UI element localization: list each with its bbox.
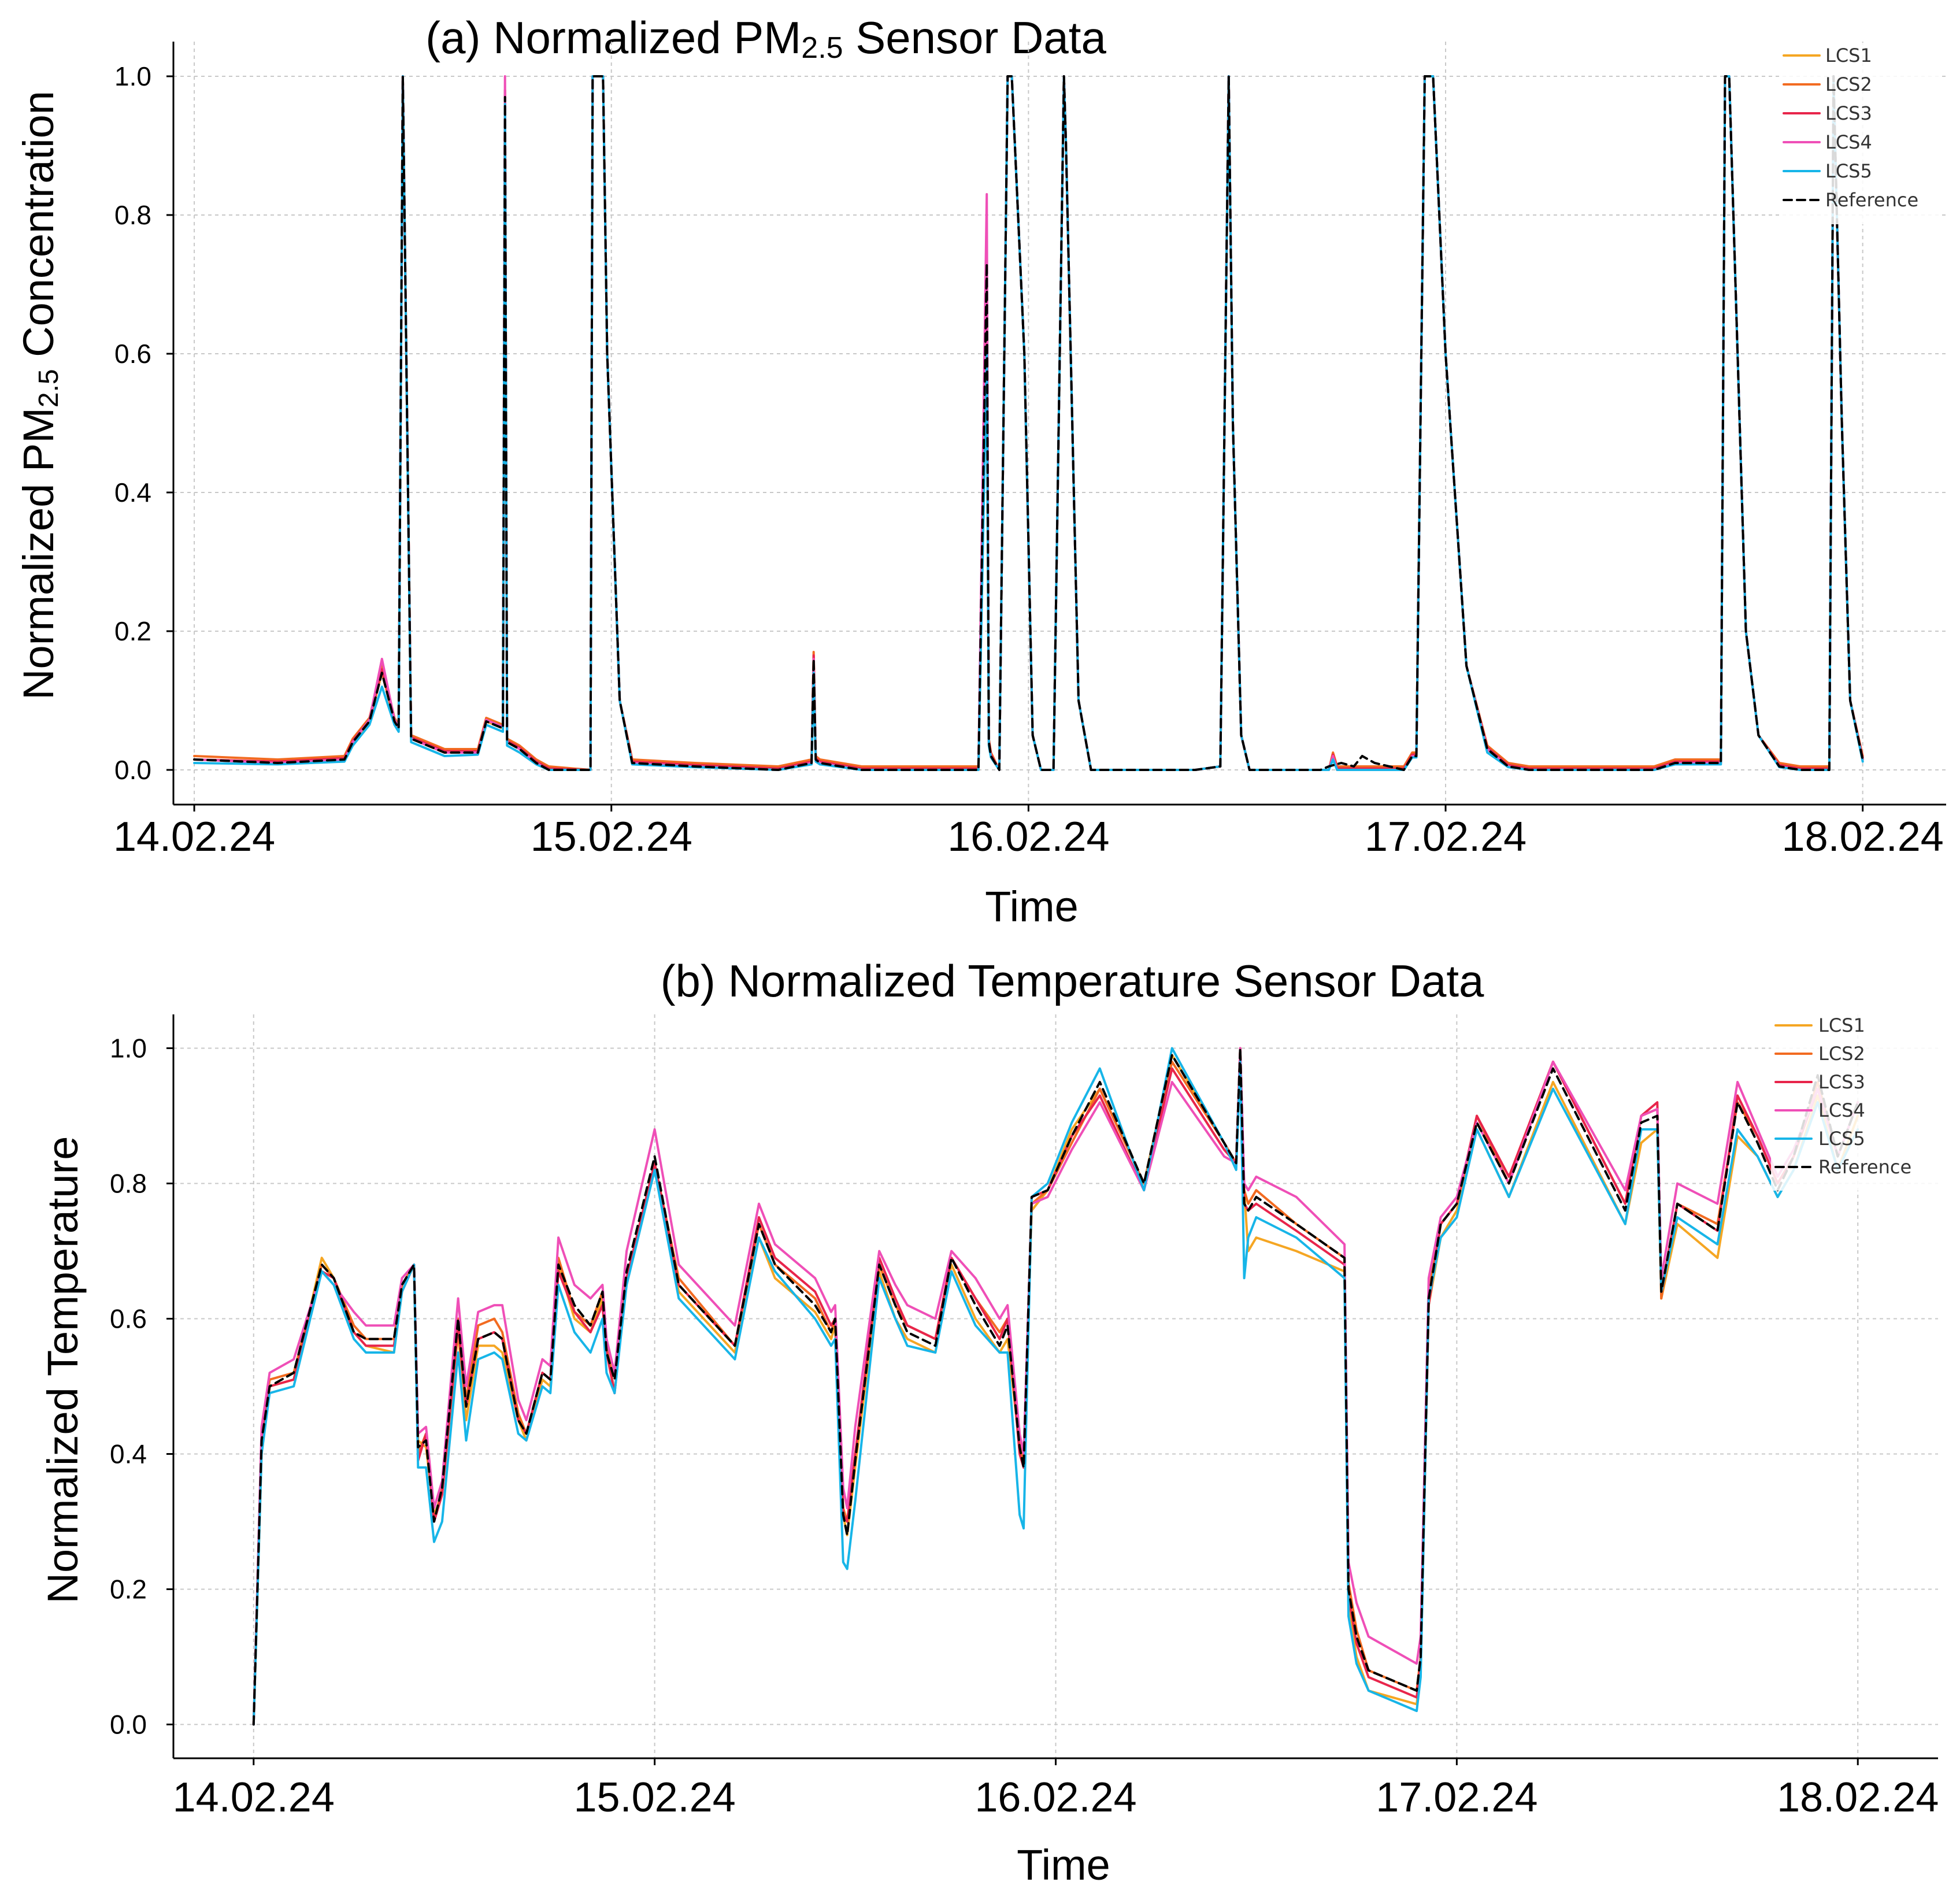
temperature-ytick-label: 0.8 xyxy=(110,1169,147,1199)
temperature-ytick-label: 0.4 xyxy=(110,1439,147,1469)
pm25-legend-label-lcs4: LCS4 xyxy=(1825,131,1872,153)
pm25-title-suffix: Sensor Data xyxy=(843,12,1107,63)
pm25-legend-label-reference: Reference xyxy=(1825,189,1918,211)
temperature-series xyxy=(252,1047,1859,1726)
temperature-ytick-label: 0.6 xyxy=(110,1304,147,1334)
temperature-legend-box xyxy=(1771,1013,1939,1191)
pm25-xtick-label: 14.02.24 xyxy=(113,814,275,860)
temperature-ytick-label: 0.2 xyxy=(110,1574,147,1605)
pm25-ylabel-prefix: Normalized PM xyxy=(14,407,62,700)
temperature-xticks: 14.02.24 15.02.24 16.02.24 17.02.24 18.02.24 xyxy=(173,1758,1939,1821)
pm25-title-subscript: 2.5 xyxy=(801,31,843,65)
temperature-x-axis-title: Time xyxy=(1017,1841,1110,1889)
pm25-chart: (a) Normalized PM2.5 Sensor Data 0.00.20… xyxy=(14,12,1946,931)
temperature-ytick-label: 0.0 xyxy=(110,1710,147,1740)
pm25-legend-label-lcs1: LCS1 xyxy=(1825,45,1872,66)
pm25-legend-label-lcs5: LCS5 xyxy=(1825,160,1872,182)
pm25-xtick-label: 16.02.24 xyxy=(947,814,1109,860)
temperature-xtick-label: 16.02.24 xyxy=(975,1774,1136,1821)
pm25-xticks: 14.02.24 15.02.24 16.02.24 17.02.24 18.02.24 xyxy=(113,805,1944,860)
temperature-chart-title: (b) Normalized Temperature Sensor Data xyxy=(661,955,1484,1006)
temperature-xtick-label: 18.02.24 xyxy=(1777,1774,1939,1821)
temperature-legend-label-reference: Reference xyxy=(1818,1156,1911,1178)
temperature-legend-label-lcs4: LCS4 xyxy=(1818,1099,1865,1121)
temperature-xtick-label: 17.02.24 xyxy=(1376,1774,1537,1821)
temperature-legend-label-lcs5: LCS5 xyxy=(1818,1128,1865,1150)
temperature-xtick-label: 14.02.24 xyxy=(173,1774,335,1821)
pm25-legend-label-lcs3: LCS3 xyxy=(1825,102,1872,124)
temperature-y-axis-title: Normalized Temperature xyxy=(39,1136,87,1604)
pm25-series xyxy=(193,75,1864,771)
pm25-series-reference xyxy=(193,75,1864,771)
temperature-ytick-label: 1.0 xyxy=(110,1033,147,1064)
pm25-yticks: 0.0 0.2 0.4 0.6 0.8 1.0 xyxy=(114,61,173,785)
temperature-legend-label-lcs2: LCS2 xyxy=(1818,1043,1865,1065)
pm25-title-prefix: (a) Normalized PM xyxy=(425,12,801,63)
pm25-legend: LCS1 LCS2 LCS3 LCS4 LCS5 Reference xyxy=(1779,43,1941,224)
pm25-y-axis-title: Normalized PM2.5 Concentration xyxy=(14,91,64,700)
temperature-legend-label-lcs1: LCS1 xyxy=(1818,1014,1865,1036)
temperature-series-reference xyxy=(252,1047,1859,1726)
temperature-legend-label-lcs3: LCS3 xyxy=(1818,1071,1865,1093)
pm25-ytick-label: 0.2 xyxy=(114,616,151,646)
pm25-x-axis-title: Time xyxy=(985,883,1079,931)
pm25-xtick-label: 15.02.24 xyxy=(531,814,692,860)
pm25-xtick-label: 17.02.24 xyxy=(1365,814,1526,860)
pm25-legend-box xyxy=(1779,43,1941,224)
temperature-xtick-label: 15.02.24 xyxy=(574,1774,736,1821)
pm25-ytick-label: 0.0 xyxy=(114,755,151,785)
pm25-ytick-label: 0.6 xyxy=(114,339,151,369)
pm25-ytick-label: 0.4 xyxy=(114,477,151,507)
pm25-legend-label-lcs2: LCS2 xyxy=(1825,73,1872,95)
pm25-ylabel-suffix: Concentration xyxy=(14,91,62,369)
pm25-ytick-label: 1.0 xyxy=(114,61,151,91)
temperature-series-lcs5 xyxy=(252,1047,1859,1726)
temperature-gridlines xyxy=(173,1014,1938,1758)
temperature-legend: LCS1 LCS2 LCS3 LCS4 LCS5 Reference xyxy=(1771,1013,1939,1191)
pm25-chart-title: (a) Normalized PM2.5 Sensor Data xyxy=(425,12,1106,65)
temperature-chart: (b) Normalized Temperature Sensor Data 0… xyxy=(39,955,1939,1889)
pm25-ylabel-subscript: 2.5 xyxy=(34,369,64,407)
pm25-gridlines xyxy=(173,42,1946,805)
temperature-series-lcs4 xyxy=(252,1047,1859,1726)
pm25-ytick-label: 0.8 xyxy=(114,200,151,230)
pm25-xtick-label: 18.02.24 xyxy=(1782,814,1944,860)
temperature-yticks: 0.0 0.2 0.4 0.6 0.8 1.0 xyxy=(110,1033,173,1740)
